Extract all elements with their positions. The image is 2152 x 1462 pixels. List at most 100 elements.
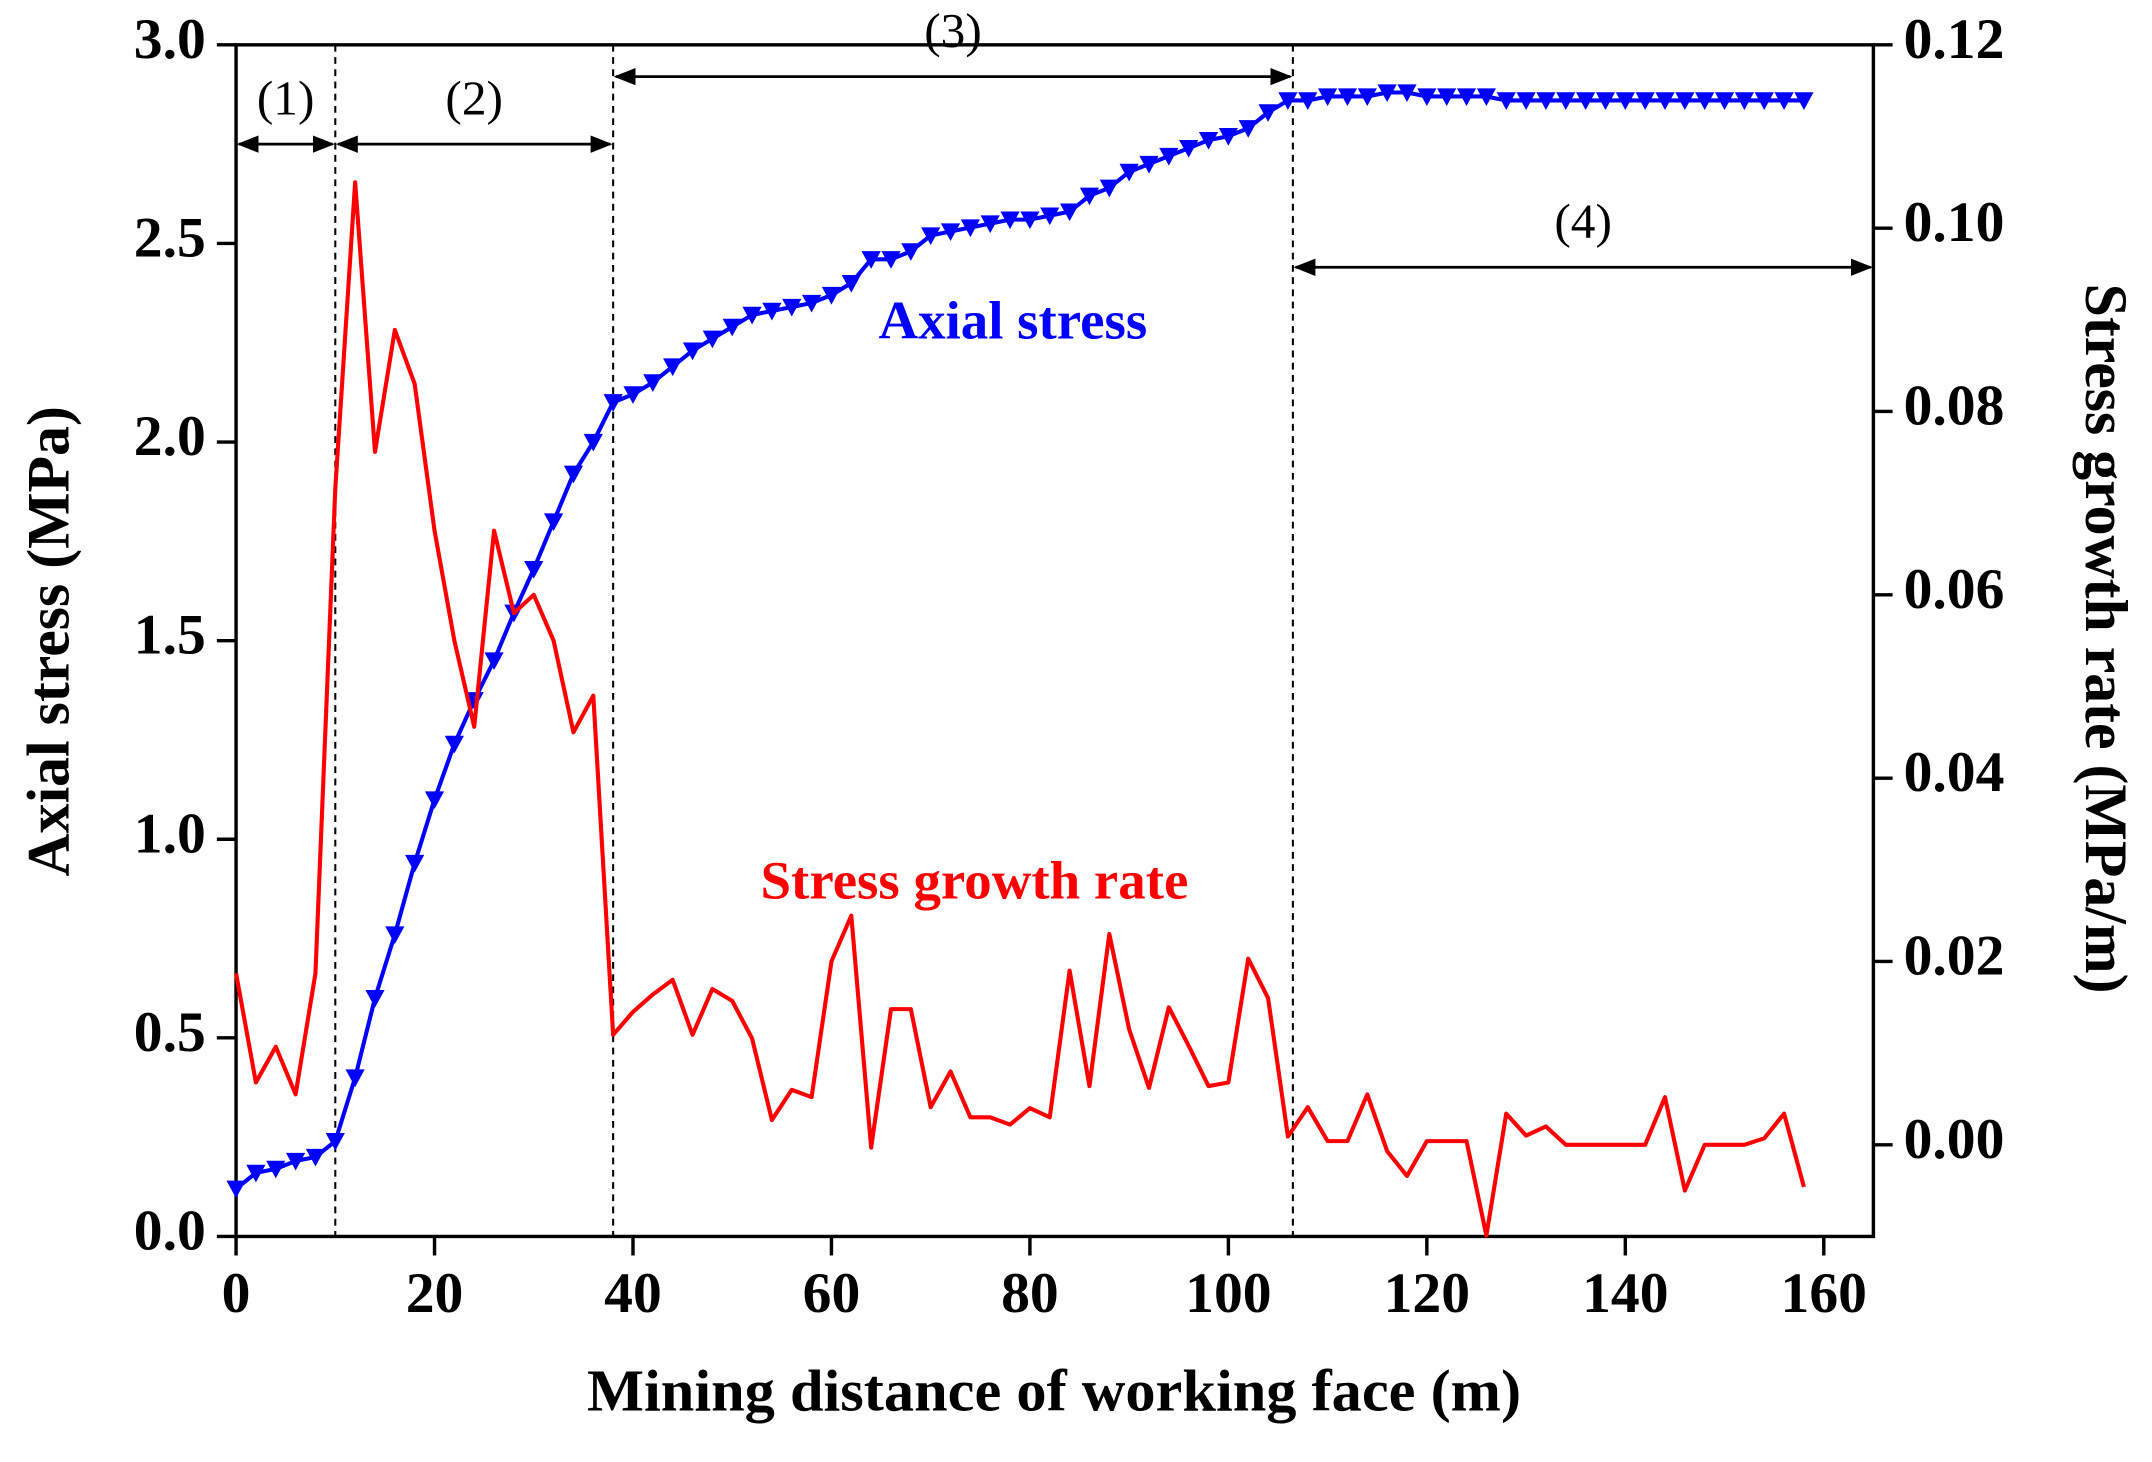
series-marker — [1377, 84, 1397, 103]
series-marker — [1496, 92, 1516, 110]
y2-tick-label: 0.08 — [1904, 375, 2005, 438]
series-marker — [1179, 139, 1199, 158]
series-marker — [1119, 163, 1139, 182]
phase-label: (3) — [924, 3, 982, 58]
series-marker — [1357, 88, 1377, 106]
series-marker — [1238, 120, 1258, 138]
series-marker — [1536, 92, 1556, 110]
series-marker — [702, 330, 722, 349]
series-marker — [623, 386, 643, 404]
series-marker — [722, 318, 742, 337]
y-tick-label: 1.5 — [134, 604, 206, 667]
series-marker — [1139, 155, 1159, 174]
x-tick-label: 140 — [1582, 1262, 1668, 1325]
series-marker — [1456, 88, 1477, 106]
series-marker — [1337, 88, 1358, 106]
series-marker — [266, 1160, 286, 1179]
y-tick-label: 1.0 — [134, 803, 206, 866]
series-marker — [1655, 92, 1675, 110]
series-marker — [1258, 104, 1278, 122]
series-marker — [682, 342, 703, 361]
phase-label: (2) — [445, 71, 503, 126]
series-marker — [246, 1164, 266, 1183]
series-marker — [345, 1069, 365, 1088]
series-marker — [1595, 92, 1616, 110]
y2-axis-label: Stress growth rate (MPa/m) — [2073, 284, 2140, 994]
y-tick-label: 2.5 — [134, 207, 206, 270]
series-label: Stress growth rate — [761, 850, 1189, 911]
x-tick-label: 20 — [406, 1262, 464, 1325]
series-marker — [960, 219, 980, 238]
series-marker — [861, 251, 881, 269]
series-line — [234, 180, 1806, 1238]
series-marker — [940, 223, 961, 242]
series-marker — [1576, 92, 1596, 110]
series-marker — [444, 735, 464, 754]
series-marker — [1099, 179, 1119, 198]
y-tick-label: 0.0 — [134, 1200, 206, 1263]
series-marker — [405, 854, 425, 873]
y2-tick-label: 0.12 — [1904, 8, 2005, 71]
series-marker — [1000, 211, 1020, 230]
x-tick-label: 80 — [1001, 1262, 1059, 1325]
y2-tick-label: 0.10 — [1904, 192, 2005, 255]
y2-tick-label: 0.00 — [1904, 1108, 2005, 1171]
series-marker — [1079, 187, 1100, 206]
series-marker — [1695, 92, 1715, 110]
series-marker — [1754, 92, 1774, 110]
series-marker — [305, 1148, 326, 1167]
series-marker — [1318, 88, 1338, 106]
series-marker — [841, 275, 861, 293]
y-tick-label: 0.5 — [134, 1001, 206, 1064]
phase-label: (4) — [1554, 194, 1612, 249]
series-marker — [1218, 128, 1238, 146]
series-marker — [424, 791, 445, 810]
x-tick-label: 100 — [1185, 1262, 1271, 1325]
series-marker — [325, 1132, 345, 1151]
y-tick-label: 2.0 — [134, 405, 206, 468]
series-marker — [524, 560, 544, 579]
x-tick-label: 0 — [222, 1262, 251, 1325]
series-marker — [1397, 84, 1417, 103]
series-marker — [385, 926, 405, 945]
x-tick-label: 60 — [803, 1262, 861, 1325]
series-marker — [563, 465, 584, 484]
series-marker — [762, 302, 782, 321]
series-line — [234, 90, 1804, 1191]
x-tick-label: 120 — [1384, 1262, 1470, 1325]
series-marker — [484, 652, 504, 671]
series-marker — [285, 1152, 306, 1171]
series-marker — [583, 433, 603, 452]
series-marker — [901, 243, 921, 261]
series-marker — [663, 358, 683, 377]
series-marker — [1615, 92, 1635, 110]
series-marker — [365, 989, 385, 1008]
series-marker — [543, 513, 564, 531]
y2-tick-label: 0.06 — [1904, 558, 2005, 621]
series-marker — [1278, 92, 1298, 110]
series-marker — [1198, 132, 1219, 150]
series-marker — [921, 227, 941, 246]
series-marker — [643, 374, 663, 392]
series-marker — [1734, 92, 1754, 110]
series-marker — [226, 1180, 246, 1199]
y2-tick-label: 0.02 — [1904, 925, 2005, 988]
series-marker — [1556, 92, 1576, 110]
series-marker — [1714, 92, 1735, 110]
series-marker — [1476, 88, 1496, 106]
series-marker — [1159, 147, 1179, 166]
y-tick-label: 3.0 — [134, 8, 206, 71]
series-marker — [802, 294, 822, 313]
series-label: Axial stress — [878, 290, 1147, 351]
series-marker — [1794, 92, 1814, 110]
series-marker — [1020, 211, 1040, 230]
series-marker — [1060, 203, 1080, 222]
series-marker — [1635, 92, 1655, 110]
series-marker — [603, 394, 623, 412]
series-marker — [1417, 88, 1437, 106]
series-marker — [1516, 92, 1536, 110]
phase-label: (1) — [257, 71, 315, 126]
series-marker — [1675, 92, 1695, 110]
